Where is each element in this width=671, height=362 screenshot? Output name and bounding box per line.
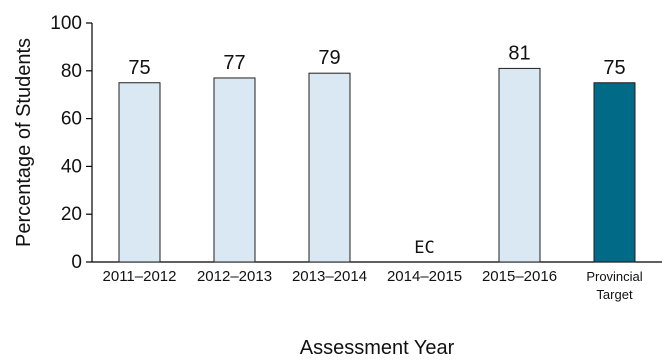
data-label: 75 xyxy=(128,57,150,79)
y-axis-ticks: 0 20 40 60 80 100 xyxy=(50,13,92,273)
x-tick-label: 2013–2014 xyxy=(292,268,367,285)
bar xyxy=(118,82,161,263)
bar xyxy=(308,72,351,263)
y-tick-label: 80 xyxy=(61,61,82,82)
x-tick-label-line: 2015–2016 xyxy=(482,268,557,285)
bar xyxy=(213,77,256,263)
bar xyxy=(498,67,541,263)
data-labels: 75 77 79 EC 81 75 xyxy=(128,42,625,258)
x-tick-label-line: 2012–2013 xyxy=(197,268,272,285)
bars xyxy=(118,67,636,263)
x-tick-label: 2011–2012 xyxy=(103,268,177,285)
y-tick-label: 60 xyxy=(61,109,82,130)
x-tick-label: Provincial Target xyxy=(586,269,642,302)
x-tick-label-line: Provincial xyxy=(586,269,642,284)
x-tick-label-line: Target xyxy=(596,287,633,302)
x-tick-label: 2014–2015 xyxy=(387,268,462,285)
x-tick-label-line: 2013–2014 xyxy=(292,268,367,285)
data-label-annotation: EC xyxy=(414,238,434,258)
y-axis-title: Percentage of Students xyxy=(13,38,35,247)
data-label: 77 xyxy=(223,52,245,74)
y-tick-label: 20 xyxy=(61,204,82,225)
x-axis-ticks: 2011–2012 2012–2013 2013–2014 2014–2015 2015… xyxy=(103,268,643,302)
data-label: 81 xyxy=(508,42,530,64)
y-tick-label: 40 xyxy=(61,156,82,177)
x-axis-title: Assessment Year xyxy=(300,337,455,359)
y-tick-label: 0 xyxy=(71,252,82,273)
y-tick-label: 100 xyxy=(50,13,82,34)
data-label: 79 xyxy=(318,47,340,69)
x-tick-label-line: 2014–2015 xyxy=(387,268,462,285)
data-label: 75 xyxy=(603,57,625,79)
x-tick-label: 2015–2016 xyxy=(482,268,557,285)
bar xyxy=(593,82,636,263)
x-tick-label-line: 2011–2012 xyxy=(103,268,177,285)
x-tick-label: 2012–2013 xyxy=(197,268,272,285)
